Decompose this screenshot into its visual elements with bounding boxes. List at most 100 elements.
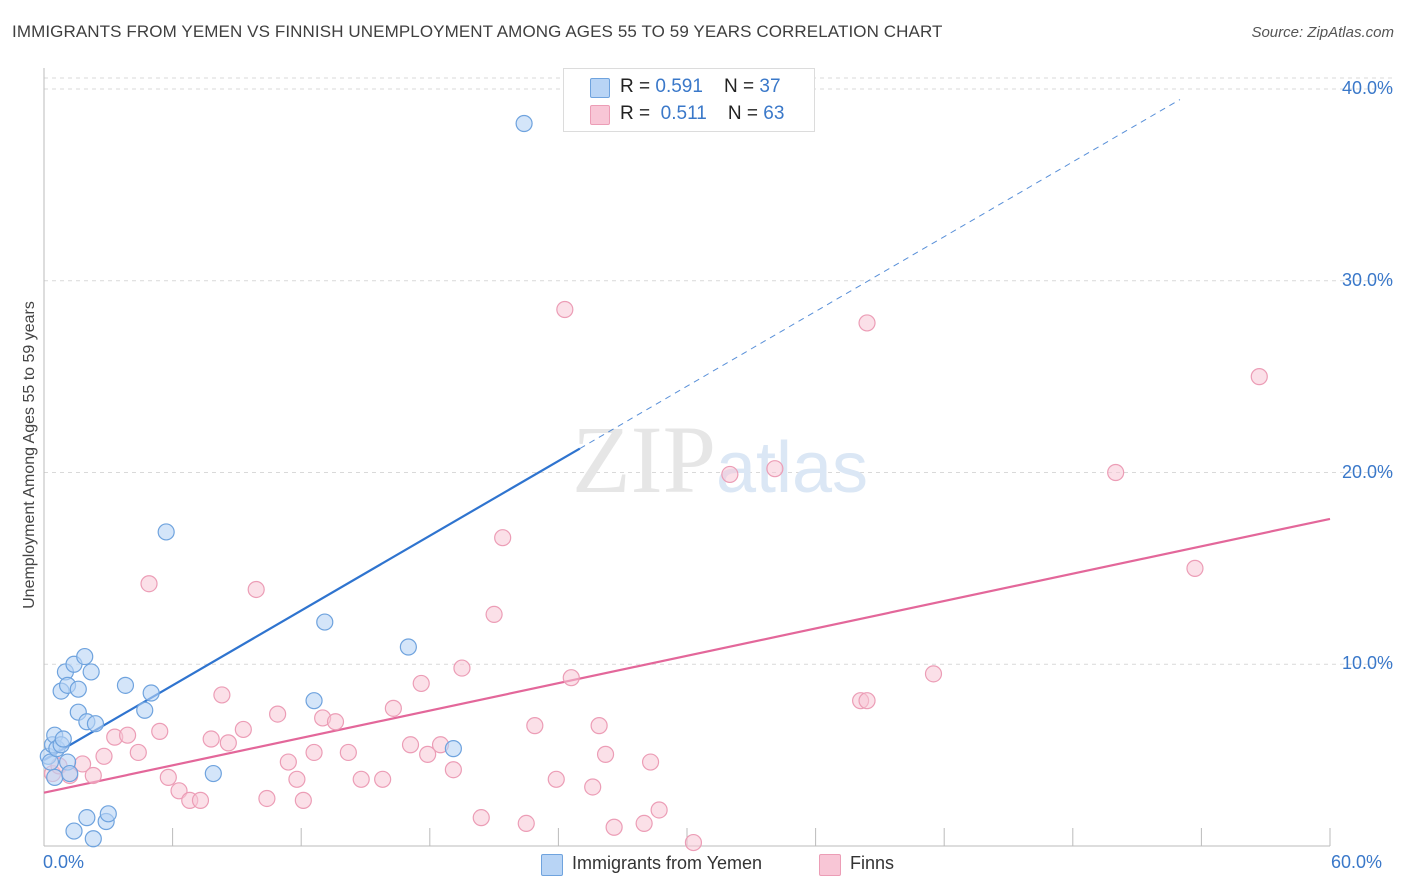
series-label-finns: Finns <box>850 853 895 873</box>
finns-point <box>84 766 102 785</box>
finns-point <box>556 300 574 319</box>
finns-point <box>288 770 306 788</box>
source-label: Source: ZipAtlas.com <box>1251 24 1394 41</box>
finns-point <box>605 818 623 836</box>
finns-point <box>374 770 392 788</box>
yemen-point <box>444 740 462 758</box>
finns-point <box>584 778 602 796</box>
yemen-point <box>305 692 323 710</box>
finns-point <box>213 686 231 704</box>
yemen-point <box>76 647 94 666</box>
legend-n-label: N = <box>727 103 764 124</box>
trend-line-finns <box>43 517 1331 794</box>
finns-point <box>269 705 287 723</box>
x-tick-label-min: 0.0% <box>43 852 85 872</box>
y-tick-label: 30.0% <box>1341 269 1393 290</box>
finns-point <box>159 768 177 786</box>
finns-point <box>151 722 169 740</box>
legend-swatch-finns <box>590 105 610 125</box>
legend-r-label: R = <box>620 76 656 97</box>
finns-point <box>1186 559 1204 577</box>
chart-title: IMMIGRANTS FROM YEMEN VS FINNISH UNEMPLO… <box>12 22 943 41</box>
yemen-point <box>136 701 154 719</box>
finns-point <box>858 314 876 332</box>
yemen-point <box>316 613 334 631</box>
finns-point <box>279 753 297 771</box>
finns-point <box>562 669 580 687</box>
finns-point <box>596 745 615 763</box>
yemen-point <box>78 809 96 827</box>
yemen-point <box>69 680 87 698</box>
y-tick-label: 40.0% <box>1341 78 1393 98</box>
yemen-point <box>399 638 417 656</box>
trend-lines <box>43 99 1331 794</box>
finns-point <box>766 460 784 478</box>
x-tick-label-max: 60.0% <box>1331 852 1383 872</box>
finns-point <box>924 665 943 683</box>
yemen-point <box>204 764 222 783</box>
yemen-point <box>65 822 83 840</box>
series-swatch-finns <box>819 854 841 876</box>
grid-lines <box>44 77 1392 665</box>
yemen-point <box>61 764 79 783</box>
legend-swatch-yemen <box>590 78 610 98</box>
y-tick-label: 10.0% <box>1341 653 1393 674</box>
finns-point <box>858 692 876 710</box>
finns-point <box>453 659 471 677</box>
finns-point <box>526 717 544 735</box>
yemen-point <box>116 676 135 694</box>
yemen-point <box>82 663 100 681</box>
series-label-yemen: Immigrants from Yemen <box>572 853 763 873</box>
finns-point <box>650 801 668 819</box>
finns-point <box>590 717 608 735</box>
finns-point <box>494 529 512 547</box>
finns-point <box>684 833 703 852</box>
finns-point <box>140 575 158 593</box>
finns-point <box>191 791 210 809</box>
legend-r-value: 0.591 <box>655 76 703 97</box>
finns-point <box>95 747 113 765</box>
watermark: ZIPatlas <box>572 406 868 513</box>
yemen-point <box>157 523 175 541</box>
finns-point <box>472 809 490 827</box>
yemen-point <box>54 730 72 748</box>
finns-point <box>641 753 660 771</box>
yemen-point <box>99 805 117 823</box>
finns-point <box>412 674 430 693</box>
finns-point <box>384 699 402 717</box>
finns-point <box>118 726 137 744</box>
finns-point <box>444 761 462 779</box>
legend-n-value: 37 <box>759 76 781 97</box>
finns-point <box>517 814 535 833</box>
finns-point <box>1107 463 1125 482</box>
legend-n-value: 63 <box>763 103 785 124</box>
finns-point <box>339 743 357 762</box>
finns-point <box>326 713 345 731</box>
finns-point <box>294 791 312 809</box>
finns-point <box>247 580 265 599</box>
finns-point <box>401 736 420 754</box>
finns-point <box>219 734 237 752</box>
stats-legend: R = 0.591 N = 37 R = 0.511 N = 63 <box>563 68 815 132</box>
finns-point <box>202 730 220 748</box>
legend-n-label: N = <box>724 76 760 97</box>
finns-point <box>234 720 252 739</box>
finns-point <box>485 605 503 623</box>
finns-point <box>352 770 370 788</box>
yemen-point <box>515 114 533 133</box>
yemen-point <box>142 684 160 702</box>
finns-point <box>170 782 188 800</box>
yemen-point <box>84 830 102 848</box>
y-tick-label: 20.0% <box>1341 461 1393 482</box>
finns-point <box>1250 368 1268 386</box>
finns-point <box>635 814 653 833</box>
yemen-point <box>86 715 105 733</box>
finns-point <box>129 743 147 762</box>
finns-point <box>547 770 565 788</box>
finns-point <box>258 789 276 808</box>
finns-point <box>721 465 739 484</box>
trend-line-yemen <box>43 447 581 762</box>
yemen-point <box>46 768 64 786</box>
finns-point <box>305 743 323 762</box>
